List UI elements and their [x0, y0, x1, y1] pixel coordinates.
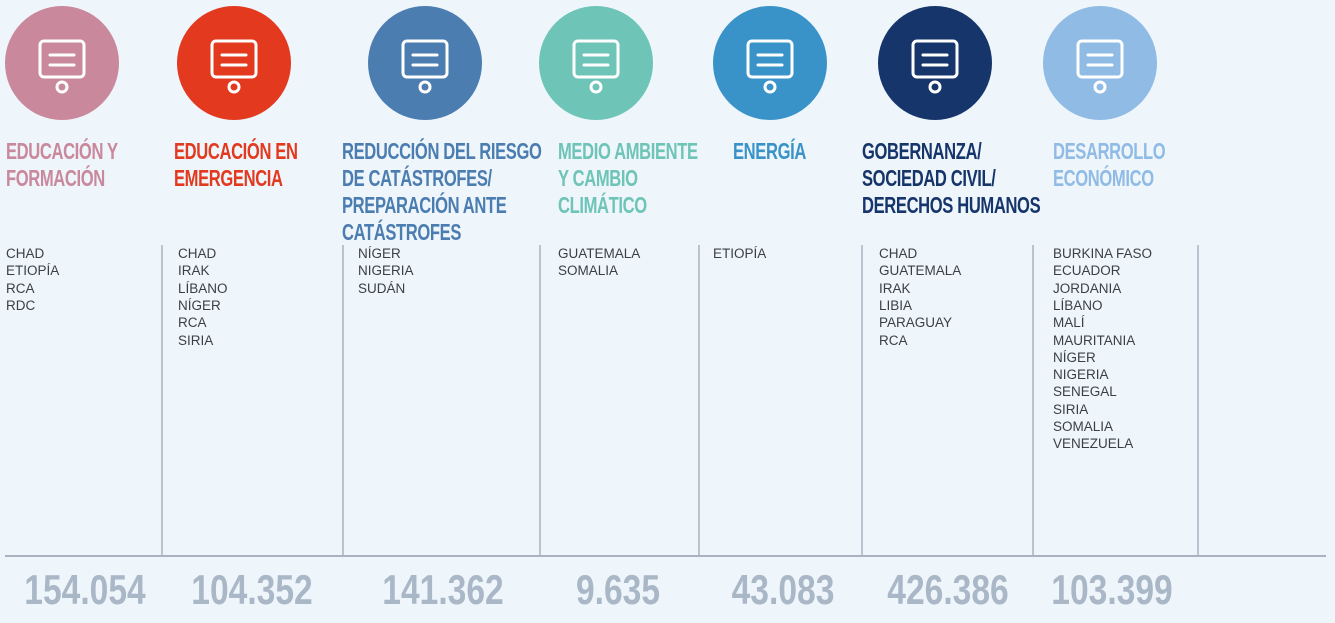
icon-shape [763, 80, 777, 94]
icon-shape [911, 39, 959, 79]
column-title: ECONÓMICO [1053, 165, 1154, 191]
country: MALÍ [1053, 315, 1085, 331]
country: CHAD [879, 246, 918, 261]
icon-circle [539, 6, 653, 120]
total: 103.399 [1051, 566, 1173, 613]
total: 43.083 [731, 566, 835, 613]
country: CHAD [178, 246, 217, 261]
country: NÍGER [1053, 349, 1096, 365]
total: 154.054 [24, 566, 146, 613]
country: SUDÁN [358, 280, 406, 296]
icon-circle [368, 6, 482, 120]
country: SOMALIA [1053, 419, 1114, 434]
icon-shape [401, 39, 449, 79]
icon-shape [1076, 39, 1124, 79]
country: BURKINA FASO [1053, 246, 1153, 261]
icon-circle [5, 6, 119, 120]
icon-shape [418, 80, 432, 94]
total: 9.635 [575, 566, 661, 613]
icon-shape [227, 80, 241, 94]
country: SENEGAL [1053, 384, 1117, 400]
country: LÍBANO [1053, 297, 1103, 313]
column-title: GOBERNANZA/ [862, 138, 982, 164]
country: RDC [6, 297, 36, 313]
icon [572, 39, 620, 94]
column-title: FORMACIÓN [6, 165, 105, 191]
icon [746, 39, 794, 94]
column-title: EDUCACIÓN EN [174, 138, 298, 164]
icon [911, 39, 959, 94]
country: SIRIA [1053, 401, 1089, 417]
country: PARAGUAY [879, 315, 953, 331]
country: RCA [879, 332, 908, 348]
country: IRAK [879, 280, 911, 296]
icon [38, 39, 86, 94]
icon-shape [589, 80, 603, 94]
icon-shape [572, 39, 620, 79]
column-title: EMERGENCIA [174, 165, 283, 191]
country: GUATEMALA [558, 246, 641, 261]
column-title: DESARROLLO [1053, 138, 1166, 164]
icon [401, 39, 449, 94]
icon-circle [177, 6, 291, 120]
total: 104.352 [191, 566, 313, 613]
country: CHAD [6, 246, 45, 261]
column-title: DERECHOS HUMANOS [862, 192, 1041, 218]
icon-shape [210, 39, 258, 79]
country: JORDANIA [1053, 280, 1122, 296]
icon-shape [928, 80, 942, 94]
column-title: SOCIEDAD CIVIL/ [862, 165, 996, 191]
country: NÍGER [358, 246, 401, 261]
country: NÍGER [178, 297, 221, 313]
column-title: EDUCACIÓN Y [6, 138, 118, 164]
column-title: REDUCCIÓN DEL RIESGO [342, 138, 542, 164]
country: IRAK [178, 263, 210, 279]
icon-circle [878, 6, 992, 120]
country: ECUADOR [1053, 263, 1121, 279]
icon-shape [1093, 80, 1107, 94]
column-title: Y CAMBIO [558, 165, 638, 191]
icon-circle [713, 6, 827, 120]
country: GUATEMALA [879, 263, 962, 279]
column-title: ENERGÍA [733, 138, 806, 164]
icon-shape [55, 80, 69, 94]
country: NIGERIA [358, 263, 414, 279]
icon-shape [746, 39, 794, 79]
column-title: CLIMÁTICO [558, 192, 647, 218]
country: SOMALIA [558, 263, 619, 279]
country: ETIOPÍA [6, 263, 60, 279]
country: LIBIA [879, 297, 913, 313]
country: VENEZUELA [1053, 436, 1134, 452]
country: SIRIA [178, 332, 214, 348]
column-title: DE CATÁSTROFES/ [342, 165, 492, 191]
country: NIGERIA [1053, 367, 1109, 383]
country: RCA [178, 315, 207, 331]
icon-circle [1043, 6, 1157, 120]
country: MAURITANIA [1053, 332, 1136, 348]
country: LÍBANO [178, 280, 228, 296]
column-title: CATÁSTROFES [342, 219, 462, 245]
column-title: MEDIO AMBIENTE [558, 138, 698, 164]
country: ETIOPÍA [713, 246, 767, 261]
country: RCA [6, 280, 35, 296]
total: 141.362 [382, 566, 504, 613]
column-title: PREPARACIÓN ANTE [342, 192, 507, 218]
icon [210, 39, 258, 94]
icon-shape [38, 39, 86, 79]
total: 426.386 [887, 566, 1009, 613]
icon [1076, 39, 1124, 94]
